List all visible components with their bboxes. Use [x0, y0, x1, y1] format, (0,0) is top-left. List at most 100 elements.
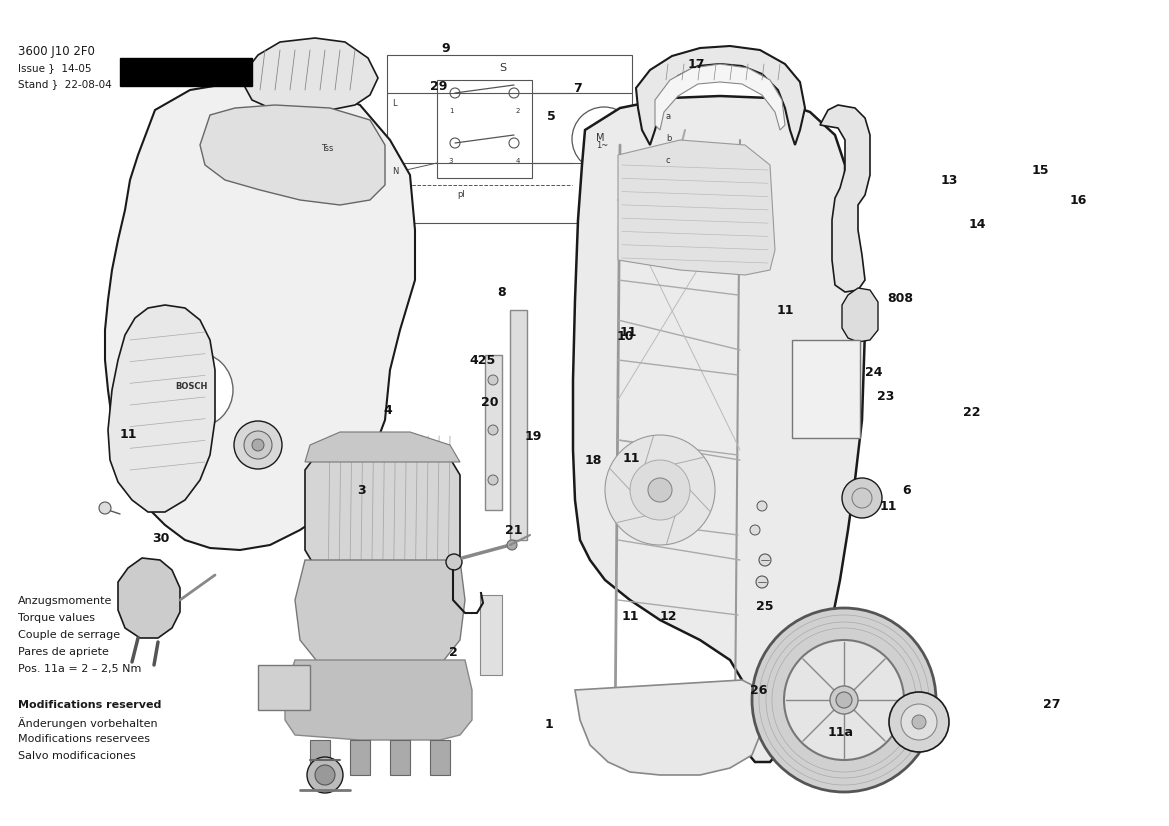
Text: BOSCH: BOSCH	[175, 382, 207, 391]
Bar	[319, 150, 371, 198]
Circle shape	[901, 704, 938, 740]
Text: Modifications reserved: Modifications reserved	[18, 700, 161, 710]
Polygon shape	[285, 660, 472, 740]
Polygon shape	[573, 96, 865, 762]
Circle shape	[888, 692, 949, 752]
Text: 27: 27	[1043, 699, 1060, 711]
Bar	[350, 740, 371, 775]
Text: Pares de apriete: Pares de apriete	[18, 647, 109, 657]
Text: 2: 2	[449, 645, 457, 658]
Polygon shape	[510, 310, 527, 540]
Circle shape	[487, 425, 498, 435]
Text: 808: 808	[887, 292, 913, 306]
Text: 4: 4	[383, 403, 393, 416]
Circle shape	[759, 554, 772, 566]
Circle shape	[648, 478, 672, 502]
Text: Issue }  14-05: Issue } 14-05	[18, 63, 91, 73]
Text: c: c	[666, 156, 671, 165]
Text: Änderungen vorbehalten: Änderungen vorbehalten	[18, 717, 158, 729]
Text: 18: 18	[584, 453, 602, 467]
Bar	[258, 665, 310, 710]
Text: pl: pl	[457, 190, 465, 199]
Text: Fig./Abb. 1: Fig./Abb. 1	[124, 61, 209, 75]
Circle shape	[234, 421, 282, 469]
Circle shape	[253, 439, 264, 451]
Text: 12: 12	[659, 610, 677, 623]
Circle shape	[606, 435, 715, 545]
Circle shape	[447, 554, 462, 570]
Polygon shape	[240, 38, 378, 110]
Bar	[437, 80, 532, 178]
Bar	[390, 740, 410, 775]
Text: 11: 11	[776, 303, 794, 316]
Text: 25: 25	[756, 600, 774, 613]
Text: 6: 6	[902, 483, 912, 496]
Polygon shape	[485, 355, 502, 510]
Text: 11: 11	[119, 428, 137, 440]
Text: Stand }  22-08-04: Stand } 22-08-04	[18, 79, 112, 89]
Text: 14: 14	[968, 217, 985, 230]
Text: 17: 17	[687, 58, 705, 70]
Circle shape	[784, 640, 904, 760]
Polygon shape	[305, 435, 459, 590]
Bar	[480, 595, 502, 675]
Circle shape	[750, 525, 760, 535]
Circle shape	[157, 352, 233, 428]
Polygon shape	[295, 560, 465, 680]
Text: b: b	[666, 134, 671, 143]
Text: Modifications reservees: Modifications reservees	[18, 734, 150, 744]
Bar	[310, 740, 330, 775]
Text: 4: 4	[516, 158, 520, 164]
Circle shape	[244, 431, 272, 459]
Text: 425: 425	[470, 354, 496, 368]
Text: Couple de serrage: Couple de serrage	[18, 630, 120, 640]
Polygon shape	[200, 105, 385, 205]
Text: 3600 J10 2F0: 3600 J10 2F0	[18, 45, 95, 58]
Polygon shape	[105, 80, 415, 550]
Text: 11: 11	[879, 501, 897, 514]
Circle shape	[842, 478, 881, 518]
Text: 15: 15	[1031, 164, 1049, 178]
Polygon shape	[305, 432, 459, 462]
Text: 16: 16	[1070, 194, 1087, 207]
Text: 26: 26	[750, 683, 768, 696]
Circle shape	[836, 692, 852, 708]
Text: Anzugsmomente: Anzugsmomente	[18, 596, 112, 606]
Circle shape	[630, 460, 690, 520]
Text: 9: 9	[442, 42, 450, 55]
Bar	[387, 55, 632, 223]
Circle shape	[307, 757, 343, 793]
Text: Pos. 11a = 2 – 2,5 Nm: Pos. 11a = 2 – 2,5 Nm	[18, 664, 141, 674]
Bar	[430, 740, 450, 775]
Text: 5: 5	[547, 111, 555, 124]
Text: M: M	[596, 133, 604, 143]
Text: L: L	[392, 99, 396, 108]
Text: Salvo modificaciones: Salvo modificaciones	[18, 751, 136, 761]
Text: 19: 19	[525, 430, 541, 444]
Polygon shape	[618, 140, 775, 275]
Text: 24: 24	[865, 367, 883, 379]
Circle shape	[314, 765, 336, 785]
Circle shape	[487, 375, 498, 385]
Text: 20: 20	[482, 396, 499, 410]
Text: 1~: 1~	[596, 141, 608, 150]
Text: 3: 3	[358, 483, 366, 496]
Text: 2: 2	[516, 108, 520, 114]
Polygon shape	[842, 288, 878, 342]
Text: 8: 8	[498, 286, 506, 298]
Text: a: a	[666, 112, 671, 121]
Polygon shape	[655, 64, 786, 130]
Circle shape	[830, 686, 858, 714]
Circle shape	[752, 608, 936, 792]
Text: 11: 11	[621, 610, 638, 623]
Polygon shape	[118, 558, 180, 638]
Text: Tss: Tss	[321, 144, 333, 153]
Text: 11a: 11a	[828, 727, 855, 739]
Text: S: S	[499, 63, 506, 73]
Circle shape	[852, 488, 872, 508]
Text: 3: 3	[449, 158, 454, 164]
Circle shape	[912, 715, 926, 729]
Polygon shape	[575, 680, 760, 775]
Text: 1: 1	[545, 719, 553, 732]
Text: 21: 21	[505, 525, 523, 538]
